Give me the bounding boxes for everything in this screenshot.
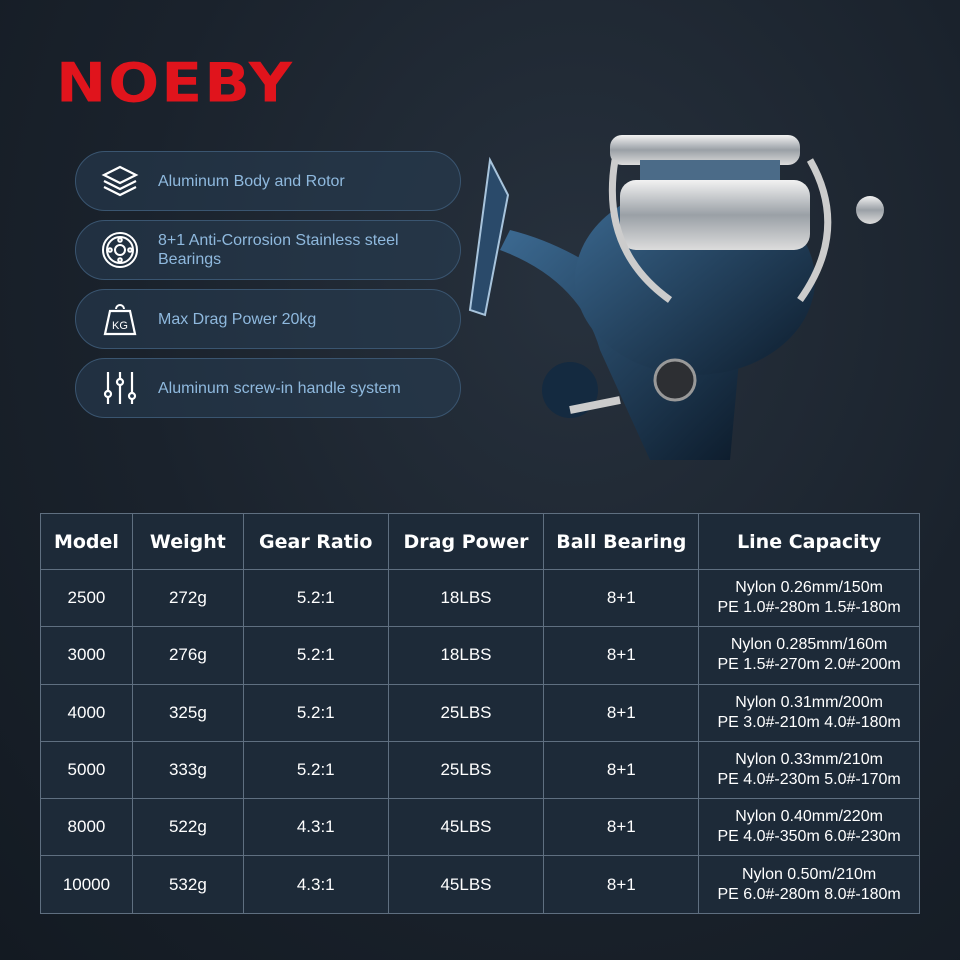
table-row: 8000 522g 4.3:1 45LBS 8+1 Nylon 0.40mm/220m PE… — [40, 798, 920, 857]
cell-drag-power: 25LBS — [387, 740, 545, 800]
weight-kg-icon: KG — [103, 304, 137, 336]
line-capacity-line1: Nylon 0.40mm/220m — [735, 808, 883, 826]
cell-weight: 276g — [131, 626, 244, 685]
cell-model: 10000 — [40, 855, 133, 914]
brand-logo: NOEBY — [56, 52, 295, 115]
line-capacity-line1: Nylon 0.31mm/200m — [735, 693, 883, 711]
header-ball-bearing: Ball Bearing — [543, 513, 700, 570]
line-capacity-line2: PE 3.0#-210m 4.0#-180m — [717, 713, 901, 731]
cell-gear-ratio: 5.2:1 — [242, 626, 389, 685]
sliders-icon — [103, 372, 137, 404]
cell-weight: 532g — [131, 855, 244, 914]
cell-gear-ratio: 5.2:1 — [242, 683, 389, 742]
cell-ball-bearing: 8+1 — [543, 798, 700, 857]
fishing-reel-image — [468, 135, 884, 460]
header-drag-power: Drag Power — [387, 513, 545, 570]
feature-aluminum-body: Aluminum Body and Rotor — [75, 151, 461, 211]
header-gear-ratio: Gear Ratio — [242, 513, 389, 570]
cell-model: 5000 — [40, 740, 133, 800]
cell-model: 4000 — [40, 683, 133, 742]
cell-drag-power: 45LBS — [387, 798, 545, 857]
line-capacity-line2: PE 1.0#-280m 1.5#-180m — [717, 599, 901, 617]
cell-model: 8000 — [40, 798, 133, 857]
spec-table: Model Weight Gear Ratio Drag Power Ball … — [40, 513, 920, 914]
svg-text:KG: KG — [112, 320, 128, 332]
cell-gear-ratio: 4.3:1 — [242, 798, 389, 857]
cell-ball-bearing: 8+1 — [543, 855, 700, 914]
cell-drag-power: 45LBS — [387, 855, 545, 914]
cell-model: 2500 — [40, 568, 133, 628]
cell-weight: 333g — [131, 740, 244, 800]
header-weight: Weight — [131, 513, 244, 570]
table-row: 10000 532g 4.3:1 45LBS 8+1 Nylon 0.50m/210m PE… — [40, 855, 920, 914]
cell-ball-bearing: 8+1 — [543, 740, 700, 800]
cell-drag-power: 25LBS — [387, 683, 545, 742]
table-row: 2500 272g 5.2:1 18LBS 8+1 Nylon 0.26mm/150m PE… — [40, 568, 920, 628]
line-capacity-line2: PE 6.0#-280m 8.0#-180m — [717, 885, 901, 903]
cell-gear-ratio: 5.2:1 — [242, 568, 389, 628]
feature-bearings: 8+1 Anti-Corrosion Stainless steel Beari… — [75, 220, 461, 280]
cell-line-capacity: Nylon 0.26mm/150m PE 1.0#-280m 1.5#-180m — [698, 568, 920, 628]
line-capacity-line1: Nylon 0.33mm/210m — [735, 751, 883, 769]
line-capacity-line1: Nylon 0.285mm/160m — [730, 636, 888, 654]
line-capacity-line1: Nylon 0.26mm/150m — [735, 579, 883, 597]
cell-ball-bearing: 8+1 — [543, 626, 700, 685]
cell-line-capacity: Nylon 0.31mm/200m PE 3.0#-210m 4.0#-180m — [698, 683, 920, 742]
table-row: 4000 325g 5.2:1 25LBS 8+1 Nylon 0.31mm/200m PE… — [40, 683, 920, 742]
feature-handle: Aluminum screw-in handle system — [75, 358, 461, 418]
header-line-capacity: Line Capacity — [698, 513, 920, 570]
feature-drag-power: KG Max Drag Power 20kg — [75, 289, 461, 349]
cell-ball-bearing: 8+1 — [543, 568, 700, 628]
table-row: 5000 333g 5.2:1 25LBS 8+1 Nylon 0.33mm/210m PE… — [40, 740, 920, 800]
line-capacity-line2: PE 4.0#-350m 6.0#-230m — [717, 828, 901, 846]
feature-text: Aluminum screw-in handle system — [158, 379, 401, 397]
cell-weight: 522g — [131, 798, 244, 857]
feature-text: Aluminum Body and Rotor — [158, 172, 345, 190]
cell-line-capacity: Nylon 0.40mm/220m PE 4.0#-350m 6.0#-230m — [698, 798, 920, 857]
cell-ball-bearing: 8+1 — [543, 683, 700, 742]
cell-weight: 325g — [131, 683, 244, 742]
cell-gear-ratio: 4.3:1 — [242, 855, 389, 914]
cell-drag-power: 18LBS — [387, 568, 545, 628]
line-capacity-line1: Nylon 0.50m/210m — [741, 865, 877, 883]
table-row: 3000 276g 5.2:1 18LBS 8+1 Nylon 0.285mm/160m P… — [40, 626, 920, 685]
cell-model: 3000 — [40, 626, 133, 685]
cell-gear-ratio: 5.2:1 — [242, 740, 389, 800]
line-capacity-line2: PE 1.5#-270m 2.0#-200m — [717, 656, 901, 674]
table-header-row: Model Weight Gear Ratio Drag Power Ball … — [40, 513, 920, 570]
cell-line-capacity: Nylon 0.33mm/210m PE 4.0#-230m 5.0#-170m — [698, 740, 920, 800]
layers-icon — [101, 165, 139, 197]
header-model: Model — [40, 513, 133, 570]
cell-weight: 272g — [131, 568, 244, 628]
line-capacity-line2: PE 4.0#-230m 5.0#-170m — [717, 771, 901, 789]
cell-drag-power: 18LBS — [387, 626, 545, 685]
bearing-icon — [102, 232, 138, 268]
feature-text: 8+1 Anti-Corrosion Stainless steel Beari… — [158, 232, 399, 268]
cell-line-capacity: Nylon 0.285mm/160m PE 1.5#-270m 2.0#-200m — [698, 626, 920, 685]
cell-line-capacity: Nylon 0.50m/210m PE 6.0#-280m 8.0#-180m — [698, 855, 920, 914]
feature-text: Max Drag Power 20kg — [158, 310, 317, 328]
